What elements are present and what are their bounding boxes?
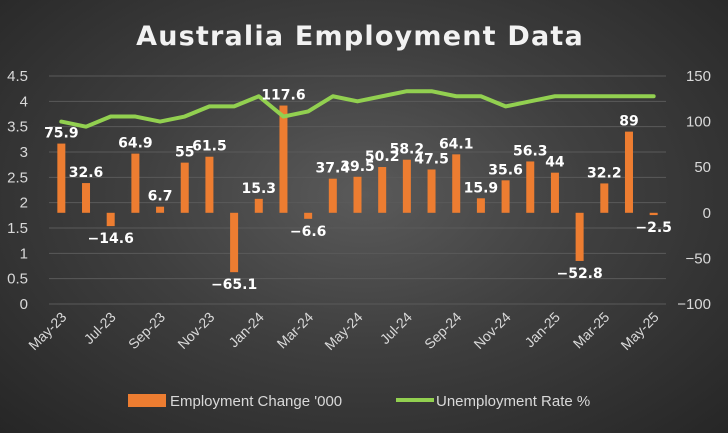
x-tick-label: Mar-24 [274,309,317,352]
bar-data-label: 32.6 [69,165,104,181]
bar-data-label: 35.6 [488,162,523,178]
legend-line-label: Unemployment Rate % [436,393,590,410]
y-left-tick-label: 4 [20,93,28,110]
bar-data-label: 39.5 [340,159,375,175]
bar-data-label: 75.9 [44,126,79,142]
y-axis-left: 0 0.5 1 1.5 2 2.5 3 3.5 4 4.5 [7,68,28,313]
bar [550,172,559,213]
bar-data-label: 64.9 [118,136,153,152]
bar-data-label: 15.3 [242,181,277,197]
x-tick-label: Jan-25 [521,309,563,351]
bar-data-label: 44 [545,155,565,171]
y-left-tick-label: 1 [20,245,28,262]
bar-data-label: 32.2 [587,165,622,181]
y-left-tick-label: 3.5 [7,119,28,136]
legend-bar-label: Employment Change '000 [170,393,342,410]
bar-data-label: 64.1 [439,136,474,152]
bar [427,169,436,213]
y-left-tick-label: 4.5 [7,68,28,85]
y-right-tick-label: 150 [686,68,711,85]
bar [328,178,337,213]
bar [131,153,140,213]
x-tick-label: May-23 [25,309,69,353]
y-axis-right: −100 −50 0 50 100 150 [677,68,711,313]
bar [279,105,288,213]
bar-data-label: −14.6 [88,231,134,247]
bar [106,212,115,227]
bar-data-label: −6.6 [290,224,327,240]
y-left-tick-label: 2 [20,195,28,212]
bar [600,183,609,213]
bar [353,176,362,213]
bar [230,212,239,273]
y-right-tick-label: 100 [686,114,711,131]
y-right-tick-label: −50 [686,250,711,267]
y-left-tick-label: 2.5 [7,169,28,186]
x-tick-label: Jul-23 [81,309,119,347]
bar-data-label: 47.5 [414,151,449,167]
bar [452,154,461,213]
y-left-tick-label: 0.5 [7,271,28,288]
bar-data-label: 117.6 [261,88,305,104]
x-tick-label: Nov-24 [470,309,513,352]
y-left-tick-label: 3 [20,144,28,161]
bar-series [57,105,658,273]
y-left-tick-label: 0 [20,296,28,313]
bar [304,212,313,219]
x-tick-label: Sep-24 [421,309,464,352]
bar [180,162,189,213]
bar-data-label: 55 [175,145,194,161]
legend-bar-swatch [128,394,166,407]
bar [205,156,214,213]
line-series [59,89,656,129]
bar [254,198,263,213]
bar [649,212,658,216]
x-tick-label: Jan-24 [225,309,267,351]
bar-data-label: 50.2 [365,149,400,165]
bar [57,143,66,213]
chart-title: Australia Employment Data [136,21,584,52]
x-axis: May-23 Jul-23 Sep-23 Nov-23 Jan-24 Mar-24 May-… [25,309,662,353]
bar-data-label: 37.4 [316,161,351,177]
bar-data-label: −2.5 [635,220,672,236]
unemployment-rate-line [59,89,656,129]
bar-data-label: −65.1 [211,277,257,293]
bar-data-label: 15.9 [464,180,499,196]
bar [526,161,535,213]
x-tick-label: Nov-23 [174,309,217,352]
y-left-tick-label: 1.5 [7,220,28,237]
x-tick-label: May-24 [321,309,365,353]
bar [575,212,584,261]
bar [82,183,91,213]
x-tick-label: Sep-23 [125,309,168,352]
legend: Employment Change '000 Unemployment Rate… [128,393,590,410]
y-right-tick-label: −100 [677,296,711,313]
bar-data-label: 89 [619,114,638,130]
y-right-tick-label: 0 [703,205,711,222]
bar-data-label: 61.5 [192,139,227,155]
x-tick-label: Jul-24 [377,309,415,347]
bar-data-label: 58.2 [390,142,425,158]
x-tick-label: Mar-25 [570,309,613,352]
bar [156,206,165,213]
bar [501,180,510,213]
bar [476,198,485,213]
bar-data-label: −52.8 [556,266,602,282]
y-right-tick-label: 50 [694,159,711,176]
bar-data-label: 56.3 [513,143,548,159]
bar [378,167,387,213]
bar-data-label: 6.7 [148,189,173,205]
bar [402,159,411,213]
x-tick-label: May-25 [617,309,661,353]
bar [624,131,633,213]
